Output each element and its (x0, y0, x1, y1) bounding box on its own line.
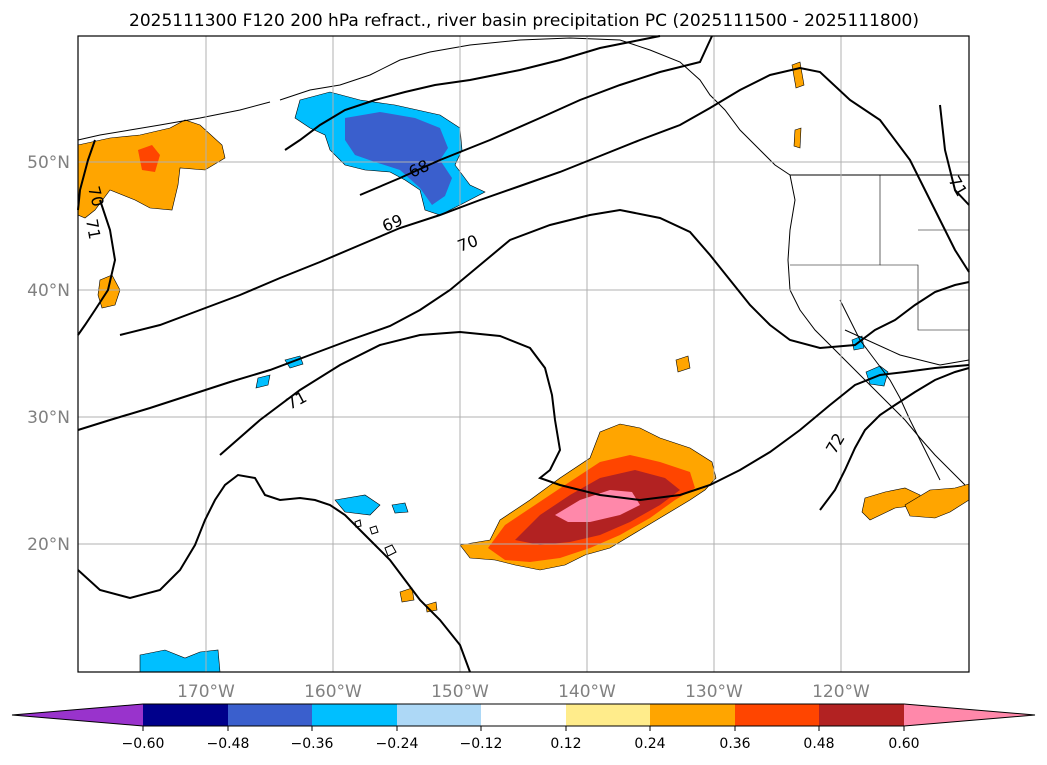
contour-71-ne (939, 104, 970, 206)
contour-label: 70 (84, 184, 108, 209)
precip-region-positive-small-6 (793, 127, 802, 149)
contour-label: 71 (82, 217, 104, 240)
colorbar-segment (397, 704, 481, 726)
lat-label: 20°N (27, 535, 70, 555)
coastline-north-america-west (787, 174, 966, 486)
colorbar-ticks: −0.60 −0.48 −0.36 −0.24 −0.12 0.12 0.24 … (122, 726, 920, 752)
colorbar-tick-label: −0.60 (122, 736, 165, 752)
colorbar-tick-label: 0.60 (888, 736, 919, 752)
contour-72 (819, 367, 970, 511)
precip-region-positive-small-3 (399, 587, 415, 603)
border-us-mexico (844, 329, 970, 366)
gridlines (78, 36, 969, 672)
colorbar-segment (819, 704, 904, 726)
colorbar-tick-label: 0.48 (803, 736, 834, 752)
contour-68-mid (359, 35, 713, 196)
precip-region-negative-north-core (345, 112, 452, 205)
contour-68 (284, 35, 661, 151)
colorbar-segment (312, 704, 397, 726)
colorbar-segment (735, 704, 819, 726)
precip-region-positive-small-2 (675, 355, 691, 373)
lon-label: 140°W (558, 682, 616, 702)
colorbar-extend-low (12, 704, 143, 726)
colorbar-segment (650, 704, 735, 726)
contour-71 (77, 473, 471, 673)
colorbar-extend-high (904, 704, 1035, 726)
colorbar-segment (228, 704, 312, 726)
colorbar (11, 703, 1036, 727)
colorbar-tick-label: −0.48 (207, 736, 250, 752)
coastline-aleutians (77, 101, 271, 141)
colorbar-tick-label: 0.24 (634, 736, 665, 752)
colorbar-segment (143, 704, 228, 726)
colorbar-tick-label: −0.36 (291, 736, 334, 752)
contour-71-west (77, 199, 117, 336)
longitude-labels: 170°W 160°W 150°W 140°W 130°W 120°W (177, 682, 870, 702)
colorbar-segment (481, 704, 566, 726)
map-border (77, 35, 970, 673)
lon-label: 130°W (685, 682, 743, 702)
coastlines (77, 37, 970, 557)
lat-label: 50°N (27, 153, 70, 173)
lon-label: 160°W (304, 682, 362, 702)
colorbar-tick-label: 0.36 (719, 736, 750, 752)
lon-label: 120°W (812, 682, 870, 702)
lat-label: 40°N (27, 281, 70, 301)
map-title: 2025111300 F120 200 hPa refract., river … (129, 11, 919, 31)
island-hawaii-2 (369, 525, 379, 535)
lon-label: 170°W (177, 682, 235, 702)
precip-region-positive-west-core (138, 145, 160, 172)
lon-label: 150°W (431, 682, 489, 702)
refractivity-contours (77, 35, 970, 673)
contour-69 (119, 66, 970, 336)
coastline-alaska-aleutians (279, 37, 791, 176)
coastline-baja (839, 299, 941, 481)
contour-70-west (77, 139, 96, 211)
colorbar-tick-label: 0.12 (550, 736, 581, 752)
colorbar-segment (566, 704, 650, 726)
map-background (78, 36, 969, 672)
colorbar-tick-label: −0.12 (460, 736, 503, 752)
island-hawaii-1 (384, 544, 397, 557)
lat-label: 30°N (27, 408, 70, 428)
colorbar-tick-label: −0.24 (376, 736, 419, 752)
precip-region-negative-small-1 (334, 494, 381, 516)
precip-region-negative-small-3 (255, 374, 271, 389)
precip-region-negative-small-2 (391, 502, 409, 514)
latitude-labels: 50°N 40°N 30°N 20°N (27, 153, 70, 555)
contour-70 (77, 208, 970, 431)
border-state-2 (880, 264, 969, 331)
contour-71-east (219, 330, 970, 502)
